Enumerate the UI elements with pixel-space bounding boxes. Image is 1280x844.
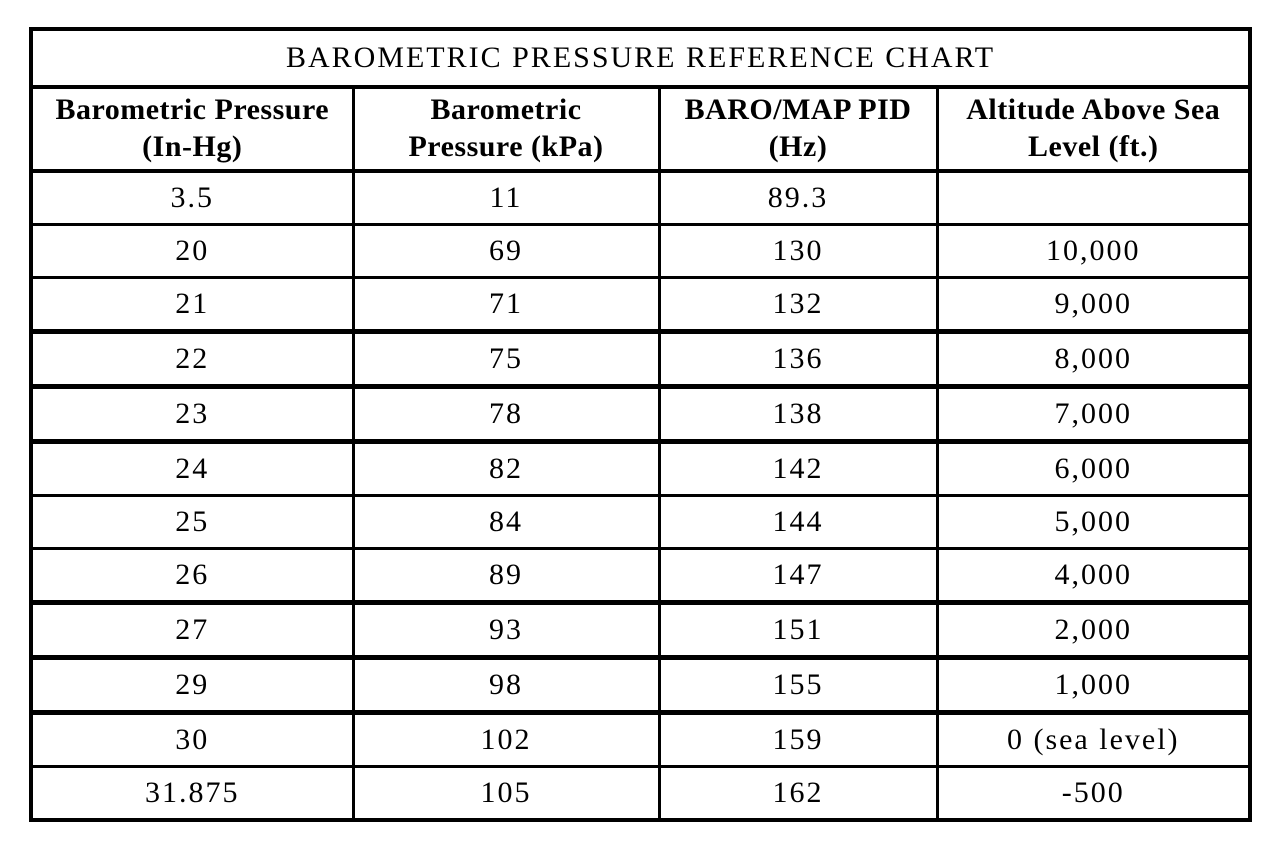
header-line-2: (Hz) [768, 130, 828, 163]
cell-kpa: 105 [351, 765, 661, 822]
cell-inhg: 3.5 [29, 169, 355, 226]
table-row: 24 82 142 6,000 [29, 440, 1252, 497]
cell-inhg: 24 [29, 440, 355, 497]
cell-inhg: 31.875 [29, 765, 355, 822]
cell-inhg: 25 [29, 494, 355, 550]
header-line-1: Altitude Above Sea [966, 93, 1221, 127]
cell-altitude-ft: 1,000 [935, 656, 1252, 715]
cell-altitude-ft: 5,000 [935, 494, 1252, 550]
cell-kpa: 11 [351, 169, 661, 226]
header-line-2: Pressure (kPa) [408, 130, 604, 163]
cell-inhg: 26 [29, 547, 355, 605]
cell-altitude-ft: 4,000 [935, 547, 1252, 605]
cell-altitude-ft: 2,000 [935, 601, 1252, 660]
table-row: 26 89 147 4,000 [29, 547, 1252, 605]
cell-pid-hz: 162 [657, 765, 939, 822]
header-line-1: Barometric [430, 93, 582, 127]
table-row: 21 71 132 9,000 [29, 276, 1252, 334]
table-title: BAROMETRIC PRESSURE REFERENCE CHART [29, 27, 1252, 89]
cell-pid-hz: 159 [657, 711, 939, 768]
cell-inhg: 30 [29, 711, 355, 768]
header-line-2: (In-Hg) [142, 130, 243, 163]
cell-kpa: 89 [351, 547, 661, 605]
cell-kpa: 93 [351, 601, 661, 660]
table-row: 20 69 130 10,000 [29, 223, 1252, 279]
table-row: 29 98 155 1,000 [29, 656, 1252, 715]
cell-pid-hz: 138 [657, 385, 939, 444]
cell-kpa: 102 [351, 711, 661, 768]
cell-kpa: 71 [351, 276, 661, 334]
table-row: 27 93 151 2,000 [29, 601, 1252, 660]
cell-altitude-ft: -500 [935, 765, 1252, 822]
cell-pid-hz: 144 [657, 494, 939, 550]
cell-altitude-ft: 0 (sea level) [935, 711, 1252, 768]
cell-kpa: 69 [351, 223, 661, 279]
cell-inhg: 27 [29, 601, 355, 660]
header-line-1: BARO/MAP PID [684, 93, 912, 127]
cell-pid-hz: 132 [657, 276, 939, 334]
table-row: 25 84 144 5,000 [29, 494, 1252, 550]
column-header-barometric-pressure-inhg: Barometric Pressure (In-Hg) [29, 85, 355, 173]
cell-kpa: 84 [351, 494, 661, 550]
header-line-2: Level (ft.) [1028, 130, 1159, 163]
table-header-row: Barometric Pressure (In-Hg) Barometric P… [29, 85, 1252, 173]
table-row: 3.5 11 89.3 [29, 169, 1252, 226]
cell-inhg: 21 [29, 276, 355, 334]
cell-pid-hz: 136 [657, 330, 939, 389]
cell-pid-hz: 147 [657, 547, 939, 605]
cell-pid-hz: 155 [657, 656, 939, 715]
table-row: 30 102 159 0 (sea level) [29, 711, 1252, 768]
cell-altitude-ft: 7,000 [935, 385, 1252, 444]
column-header-baro-map-pid-hz: BARO/MAP PID (Hz) [657, 85, 939, 173]
table-title-row: BAROMETRIC PRESSURE REFERENCE CHART [29, 27, 1252, 89]
column-header-altitude-above-sea-level: Altitude Above Sea Level (ft.) [935, 85, 1252, 173]
cell-pid-hz: 130 [657, 223, 939, 279]
cell-pid-hz: 151 [657, 601, 939, 660]
cell-kpa: 82 [351, 440, 661, 497]
cell-altitude-ft: 9,000 [935, 276, 1252, 334]
table-row: 23 78 138 7,000 [29, 385, 1252, 444]
cell-altitude-ft: 10,000 [935, 223, 1252, 279]
cell-kpa: 78 [351, 385, 661, 444]
cell-pid-hz: 142 [657, 440, 939, 497]
barometric-pressure-reference-table: BAROMETRIC PRESSURE REFERENCE CHART Baro… [29, 27, 1253, 822]
table-row: 22 75 136 8,000 [29, 330, 1252, 389]
header-line-1: Barometric Pressure [55, 93, 330, 127]
table-row: 31.875 105 162 -500 [29, 765, 1252, 822]
cell-inhg: 29 [29, 656, 355, 715]
cell-altitude-ft: 8,000 [935, 330, 1252, 389]
cell-inhg: 23 [29, 385, 355, 444]
cell-kpa: 75 [351, 330, 661, 389]
cell-inhg: 22 [29, 330, 355, 389]
cell-altitude-ft [935, 169, 1252, 226]
cell-altitude-ft: 6,000 [935, 440, 1252, 497]
cell-kpa: 98 [351, 656, 661, 715]
column-header-barometric-pressure-kpa: Barometric Pressure (kPa) [351, 85, 661, 173]
cell-inhg: 20 [29, 223, 355, 279]
cell-pid-hz: 89.3 [657, 169, 939, 226]
